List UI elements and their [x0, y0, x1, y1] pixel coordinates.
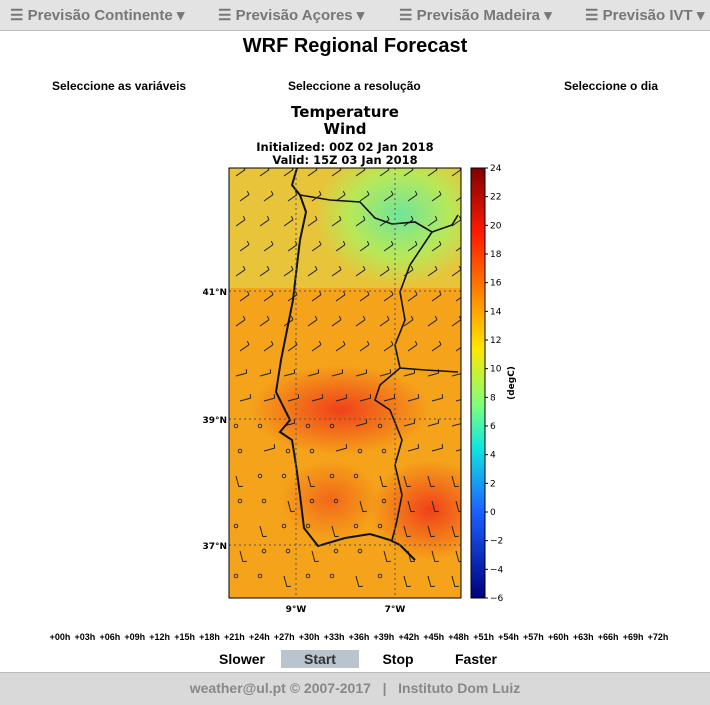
- lat-label: 37°N: [202, 542, 227, 552]
- colorbar-tick-label: 20: [490, 221, 502, 231]
- timestep[interactable]: +09h: [124, 632, 145, 642]
- control-button[interactable]: Faster: [437, 650, 515, 668]
- footer-text: weather@ul.pt © 2007-2017: [190, 680, 371, 696]
- timestep[interactable]: +45h: [423, 632, 444, 642]
- timestep[interactable]: +57h: [523, 632, 544, 642]
- timestep[interactable]: +54h: [498, 632, 519, 642]
- warm-area: [280, 460, 380, 540]
- colorbar-tick-label: 16: [490, 279, 502, 289]
- timestep[interactable]: +72h: [648, 632, 669, 642]
- timestep[interactable]: +21h: [224, 632, 245, 642]
- map-subtitle: Valid: 15Z 03 Jan 2018: [272, 153, 417, 167]
- timestep[interactable]: +39h: [374, 632, 395, 642]
- timestep[interactable]: +69h: [623, 632, 644, 642]
- timestep[interactable]: +66h: [598, 632, 619, 642]
- colorbar-tick-label: 2: [490, 479, 496, 489]
- colorbar: [471, 168, 485, 598]
- lon-label: 9°W: [286, 605, 307, 615]
- colorbar-tick-label: 18: [490, 250, 502, 260]
- timestep[interactable]: +48h: [448, 632, 469, 642]
- colorbar-tick-label: 24: [490, 164, 502, 174]
- map-title: Wind: [323, 120, 366, 138]
- colorbar-tick-label: 8: [490, 393, 496, 403]
- colorbar-tick-label: −4: [490, 565, 504, 575]
- wind-barb: [463, 291, 465, 295]
- footer: weather@ul.pt © 2007-2017 | Instituto Do…: [0, 672, 710, 705]
- wind-barb: [463, 341, 465, 345]
- control-button[interactable]: Start: [281, 650, 359, 668]
- colorbar-label: (degC): [507, 366, 517, 400]
- colorbar-tick-label: −6: [490, 594, 504, 604]
- colorbar-tick-label: 4: [490, 451, 496, 461]
- colorbar-tick-label: 10: [490, 365, 502, 375]
- timestep[interactable]: +12h: [149, 632, 170, 642]
- timestep[interactable]: +03h: [75, 632, 96, 642]
- timestep[interactable]: +60h: [548, 632, 569, 642]
- colorbar-tick-label: −2: [490, 537, 503, 547]
- wind-barb: [463, 191, 465, 195]
- colorbar-tick-label: 14: [490, 307, 502, 317]
- timestep[interactable]: +33h: [324, 632, 345, 642]
- lon-label: 7°W: [385, 605, 406, 615]
- timestep[interactable]: +36h: [349, 632, 370, 642]
- colorbar-tick-label: 22: [490, 193, 501, 203]
- forecast-map: Temperature Wind Initialized: 00Z 02 Jan…: [0, 0, 710, 625]
- map-title: Temperature: [291, 103, 399, 121]
- colorbar-tick-label: 12: [490, 336, 501, 346]
- map-field: [229, 145, 490, 598]
- timestep[interactable]: +30h: [299, 632, 320, 642]
- timestep[interactable]: +00h: [50, 632, 71, 642]
- timestep[interactable]: +42h: [398, 632, 419, 642]
- warm-area: [250, 365, 430, 455]
- wind-barb: [463, 241, 465, 245]
- colorbar-tick-label: 0: [490, 508, 496, 518]
- timestep[interactable]: +15h: [174, 632, 195, 642]
- lat-label: 41°N: [202, 288, 227, 298]
- timestep[interactable]: +27h: [274, 632, 295, 642]
- colorbar-tick-label: 6: [490, 422, 496, 432]
- timestep[interactable]: +51h: [473, 632, 494, 642]
- footer-text: Instituto Dom Luiz: [398, 680, 520, 696]
- map-subtitle: Initialized: 00Z 02 Jan 2018: [256, 140, 433, 154]
- timestep[interactable]: +63h: [573, 632, 594, 642]
- lat-label: 39°N: [202, 416, 227, 426]
- control-button[interactable]: Stop: [359, 650, 437, 668]
- timestep[interactable]: +24h: [249, 632, 270, 642]
- footer-text: |: [383, 680, 387, 696]
- timestep[interactable]: +18h: [199, 632, 220, 642]
- control-button[interactable]: Slower: [203, 650, 281, 668]
- timestep[interactable]: +06h: [99, 632, 120, 642]
